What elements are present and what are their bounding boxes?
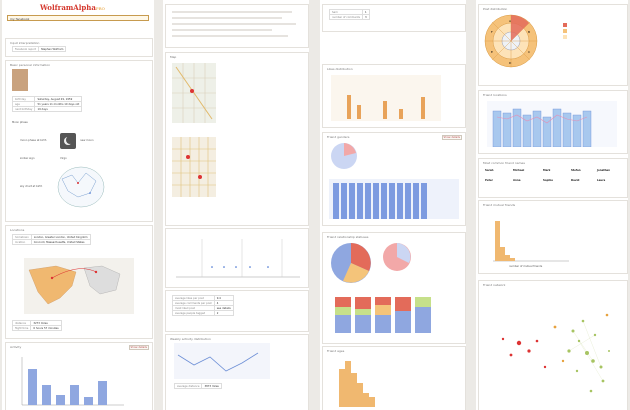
network-pod: Friend relationship statuses — [322, 232, 466, 344]
wheel-pod: Post distribution A B C D E F — [478, 4, 628, 86]
hometown-table: hometown London, Greater London, United K… — [12, 234, 91, 245]
moon-value: new moon — [80, 139, 94, 142]
pod-title: Input interpretation — [10, 41, 40, 45]
post-stats-pod: average likes per post 9.4 average commen… — [165, 290, 309, 332]
friend-name: Michael — [513, 169, 525, 172]
pod-title: Map — [170, 55, 177, 59]
hist-xlabel: number of mutual friends — [509, 265, 543, 268]
relationship-pie — [331, 243, 371, 283]
timeline-plot — [176, 239, 300, 278]
top-text-pod — [165, 4, 309, 48]
birthday-table: birthday Saturday, August 29, 1959 age 51 … — [11, 96, 83, 112]
likes-pod: Likes distribution — [322, 64, 466, 128]
network-graph-pod: Friend network — [478, 280, 628, 410]
mutual-histogram — [493, 221, 569, 262]
distance-table: distance 3273 miles flight time 6 hours 57… — [11, 320, 62, 331]
pod-title: Friend locations — [483, 93, 507, 97]
show-details-button[interactable]: Show details — [128, 345, 149, 350]
activity-pod: Activity Show details — [5, 342, 153, 410]
activity-bar-chart — [21, 357, 124, 406]
pod-title: Weekly activity distribution — [170, 337, 211, 341]
friend-name: Sophie — [543, 179, 554, 182]
friend-name: Mark — [543, 169, 551, 172]
zodiac-value: Virgo — [60, 157, 67, 160]
map-pod: Map — [165, 52, 309, 226]
friend-name: Jonathan — [597, 169, 611, 172]
profile-photo — [12, 69, 28, 91]
friend-name: Laura — [597, 179, 606, 182]
sky-chart — [57, 166, 105, 208]
moon-icon — [60, 133, 76, 149]
moon-title: Moon phase — [12, 121, 28, 124]
distance-stat-table: average distance 3873 miles — [173, 383, 222, 389]
friend-name: Anna — [513, 179, 521, 182]
moon-label: moon phase at birth — [20, 139, 47, 142]
wheel-letter-b: B — [528, 30, 530, 34]
wheel-legend — [563, 23, 567, 39]
pod-title: Basic personal information — [10, 63, 51, 67]
timeline-pod — [165, 228, 309, 288]
likes-bar-chart — [331, 75, 441, 121]
pod-title: Friend genders — [327, 135, 350, 139]
post-stats-table: average likes per post 9.4 average commen… — [172, 295, 234, 316]
search-input[interactable]: my facebook — [7, 15, 149, 21]
wheel-letter-a: A — [509, 19, 512, 23]
stacked-bar-chart — [335, 297, 431, 333]
wheel-letter-f: F — [491, 30, 493, 34]
pod-title: Locations — [10, 228, 25, 232]
post-wheel: A B C D E F — [484, 14, 538, 68]
city-map-1 — [172, 63, 216, 123]
wheel-letter-c: C — [528, 50, 530, 54]
zodiac-label: zodiac sign — [20, 157, 35, 160]
friends-bar-chart — [329, 179, 459, 219]
friend-name: Sarah — [485, 169, 494, 172]
world-map — [24, 258, 134, 314]
pod-title: Most common friend names — [483, 161, 525, 165]
pod-title: Friend relationship statuses — [327, 235, 369, 239]
pod-title: Likes distribution — [327, 67, 353, 71]
top-stats-pod: Sam 1 number of comments 3 — [322, 4, 466, 32]
weekly-pod: Weekly activity distribution average dis… — [165, 334, 309, 410]
mutual-pod: Friend mutual friends number of mutual f… — [478, 200, 628, 274]
column-friends: Sam 1 number of comments 3 Likes distribut… — [320, 0, 466, 410]
wheel-letter-d: D — [509, 61, 512, 65]
column-profile: WolframAlphaPRO my facebook Input interp… — [2, 0, 154, 410]
sky-label: sky chart at birth — [20, 185, 43, 188]
show-details-button[interactable]: Show details — [441, 135, 462, 140]
input-pod: Input interpretation Facebook report Step… — [5, 38, 153, 57]
wolfram-logo[interactable]: WolframAlphaPRO — [40, 3, 105, 12]
location-bar-chart — [487, 101, 617, 147]
locations-pod: Locations hometown London, Greater London… — [5, 225, 153, 339]
pod-title: Friend network — [483, 283, 506, 287]
friend-name: Peter — [485, 179, 493, 182]
city-map-2 — [172, 137, 216, 197]
weekly-line-chart — [174, 343, 270, 379]
pod-title: Post distribution — [483, 7, 508, 11]
friends-pod: Friend genders Show details — [322, 132, 466, 226]
network-graph — [501, 313, 610, 393]
input-table: Facebook report Stephen Wolfram — [12, 46, 67, 52]
column-network: Post distribution A B C D E F Friend loc… — [476, 0, 628, 410]
small-pie — [383, 243, 411, 271]
pod-title: Activity — [10, 345, 22, 349]
friend-names-pod: Most common friend names Sarah Michael M… — [478, 158, 628, 198]
friend-name: David — [571, 179, 580, 182]
friend-name: Stefan — [571, 169, 581, 172]
top-stats-table: Sam 1 number of comments 3 — [329, 9, 370, 20]
pod-title: Friend ages — [327, 349, 345, 353]
ages-pod: Friend ages — [322, 346, 466, 410]
gender-pie — [331, 143, 357, 169]
basic-info-pod: Basic personal information birthday Satur… — [5, 60, 153, 222]
ages-histogram — [339, 361, 375, 407]
locations-bars-pod: Friend locations — [478, 90, 628, 154]
pod-title: Friend mutual friends — [483, 203, 516, 207]
wheel-letter-e: E — [491, 50, 493, 54]
column-maps: Map average likes per post 9.4 average co… — [163, 0, 309, 410]
